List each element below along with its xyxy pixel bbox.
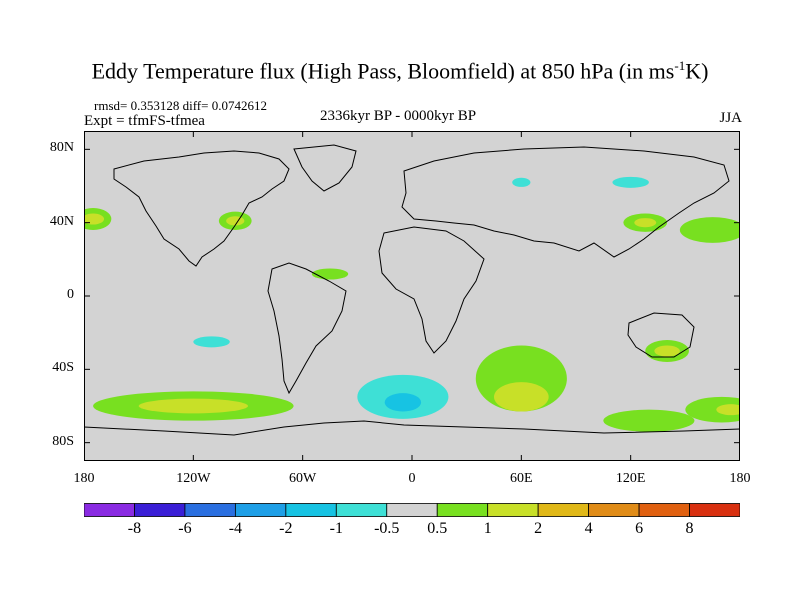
colorbar-segment-5 <box>335 503 388 517</box>
lat-label-4: 80S <box>52 433 74 449</box>
season-label: JJA <box>719 110 742 126</box>
experiment-label: Expt = tfmFS-tfmea <box>84 113 205 129</box>
lat-label-0: 80N <box>49 140 74 156</box>
colorbar-label-3: -2 <box>279 520 293 537</box>
map-frame <box>84 131 740 461</box>
stats-text: rmsd= 0.353128 diff= 0.0742612 <box>94 98 267 113</box>
colorbar-segment-9 <box>537 503 590 517</box>
lat-label-3: 40S <box>52 360 74 376</box>
lat-label-2: 0 <box>67 287 74 302</box>
coast-africa <box>378 226 485 354</box>
colorbar-label-8: 2 <box>534 520 543 537</box>
colorbar-label-11: 8 <box>685 520 694 537</box>
colorbar-label-10: 6 <box>635 520 644 537</box>
period-label: 2336kyr BP - 0000kyr BP <box>320 108 477 124</box>
colorbar-label-1: -6 <box>178 520 192 537</box>
lon-label-5: 120E <box>615 471 646 486</box>
map-panel <box>84 131 740 461</box>
coast-australia <box>627 312 695 358</box>
lon-label-1: 120W <box>176 471 211 486</box>
contour-region-12 <box>654 345 680 357</box>
colorbar-label-6: 0.5 <box>427 520 448 537</box>
coast-eurasia <box>401 146 730 258</box>
contour-region-21 <box>603 409 695 432</box>
lon-label-4: 60E <box>510 471 533 486</box>
contour-region-5 <box>634 218 657 228</box>
contour-region-20 <box>716 404 740 416</box>
contour-region-18 <box>138 398 248 414</box>
coast-north-america <box>113 150 290 267</box>
lon-label-3: 0 <box>408 471 416 486</box>
colorbar-label-4: -1 <box>329 520 343 537</box>
colorbar-segment-3 <box>234 503 287 517</box>
lat-label-1: 40N <box>49 213 74 229</box>
colorbar-segment-11 <box>638 503 690 517</box>
contour-region-14 <box>494 382 549 412</box>
figure-title: Eddy Temperature flux (High Pass, Bloomf… <box>91 58 709 84</box>
colorbar-segment-12 <box>689 503 740 517</box>
colorbar-segment-6 <box>386 503 438 517</box>
colorbar-label-0: -8 <box>127 520 142 537</box>
contour-region-8 <box>512 177 531 187</box>
colorbar-segment-8 <box>487 503 539 517</box>
colorbar-label-2: -4 <box>228 520 243 537</box>
contour-region-9 <box>311 268 349 280</box>
contour-region-19 <box>685 396 740 423</box>
lon-label-0: 180 <box>73 471 95 486</box>
contour-regions <box>84 176 740 432</box>
contour-region-16 <box>384 393 422 412</box>
contour-region-10 <box>193 336 230 348</box>
contour-region-1 <box>84 213 105 225</box>
coast-antarctica <box>84 420 740 436</box>
colorbar-segment-0 <box>84 503 135 517</box>
colorbar-label-9: 4 <box>584 520 593 537</box>
colorbar-segment-1 <box>134 503 186 517</box>
colorbar-segment-7 <box>436 503 489 517</box>
colorbar-label-5: -0.5 <box>374 520 400 537</box>
lon-label-2: 60W <box>289 471 317 486</box>
colorbar <box>84 503 740 517</box>
colorbar-segment-10 <box>588 503 640 517</box>
coastlines <box>84 144 740 436</box>
contour-region-7 <box>612 176 649 188</box>
colorbar-segment-4 <box>285 503 337 517</box>
lon-label-6: 180 <box>729 471 751 486</box>
colorbar-label-7: 1 <box>483 520 492 537</box>
contour-region-6 <box>679 217 740 243</box>
colorbar-segment-2 <box>184 503 236 517</box>
contour-region-3 <box>226 216 245 226</box>
coast-greenland <box>293 144 357 192</box>
coast-south-america <box>267 262 347 395</box>
